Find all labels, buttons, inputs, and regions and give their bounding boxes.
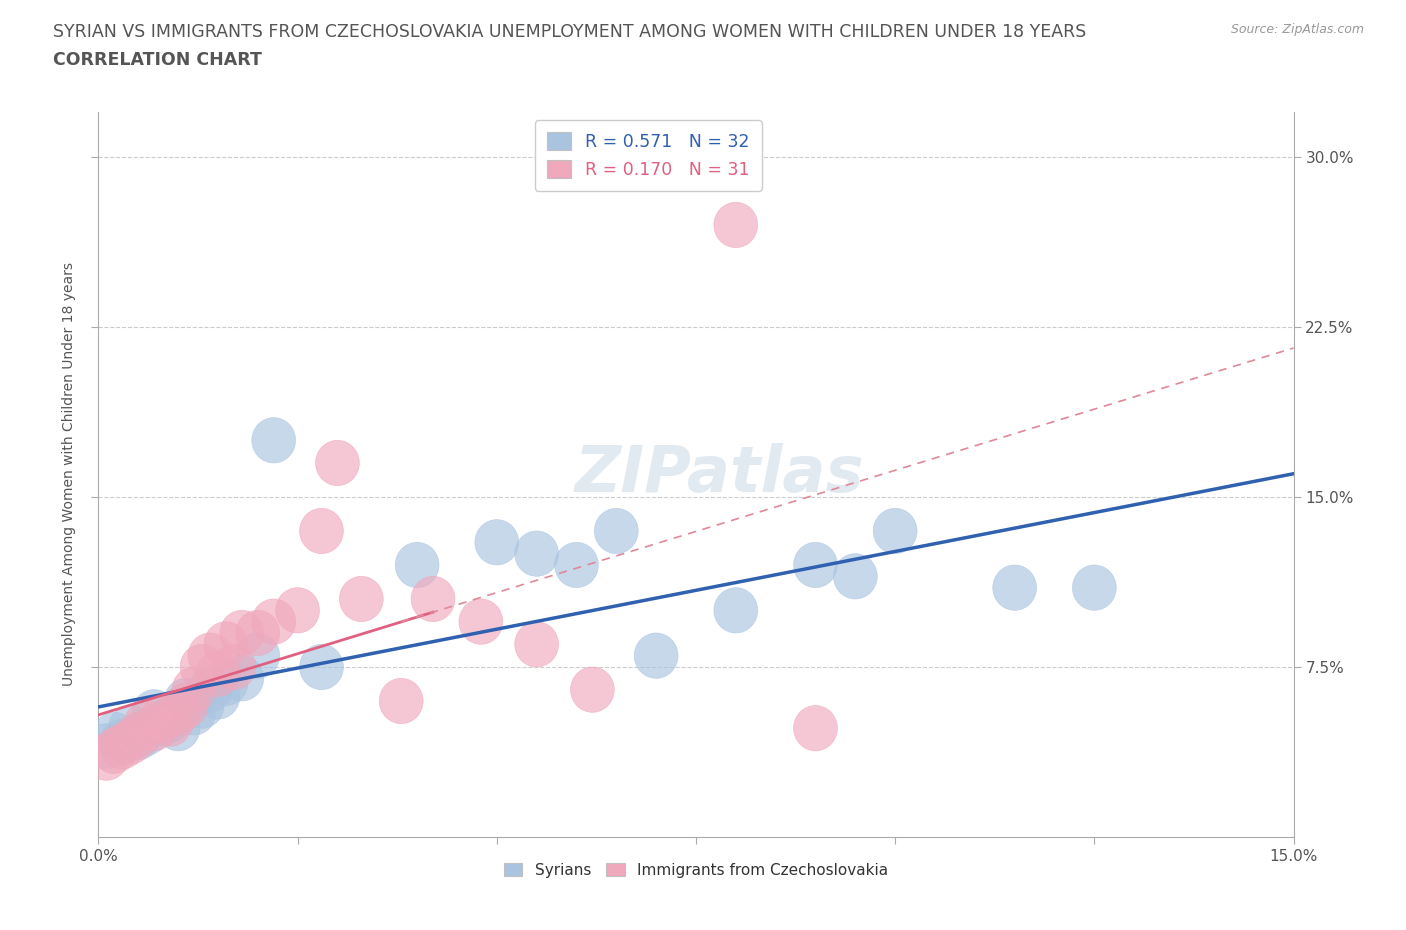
Ellipse shape — [93, 712, 136, 758]
Ellipse shape — [100, 724, 145, 769]
Ellipse shape — [212, 644, 256, 690]
Ellipse shape — [141, 697, 184, 742]
Ellipse shape — [195, 674, 240, 719]
Ellipse shape — [100, 719, 145, 764]
Ellipse shape — [634, 633, 678, 678]
Ellipse shape — [156, 690, 200, 735]
Ellipse shape — [117, 714, 160, 760]
Text: SYRIAN VS IMMIGRANTS FROM CZECHOSLOVAKIA UNEMPLOYMENT AMONG WOMEN WITH CHILDREN : SYRIAN VS IMMIGRANTS FROM CZECHOSLOVAKIA… — [53, 23, 1087, 41]
Ellipse shape — [93, 728, 136, 774]
Ellipse shape — [793, 706, 838, 751]
Ellipse shape — [873, 509, 917, 553]
Ellipse shape — [571, 667, 614, 712]
Ellipse shape — [395, 542, 439, 588]
Ellipse shape — [515, 531, 558, 577]
Ellipse shape — [132, 706, 176, 751]
Ellipse shape — [252, 418, 295, 463]
Ellipse shape — [380, 678, 423, 724]
Ellipse shape — [595, 509, 638, 553]
Ellipse shape — [315, 440, 360, 485]
Text: CORRELATION CHART: CORRELATION CHART — [53, 51, 263, 69]
Ellipse shape — [299, 644, 343, 690]
Ellipse shape — [108, 706, 152, 751]
Ellipse shape — [993, 565, 1036, 610]
Ellipse shape — [252, 599, 295, 644]
Ellipse shape — [180, 683, 224, 728]
Ellipse shape — [156, 706, 200, 751]
Ellipse shape — [204, 660, 247, 706]
Ellipse shape — [219, 610, 264, 656]
Ellipse shape — [1073, 565, 1116, 610]
Ellipse shape — [108, 719, 152, 764]
Legend: Syrians, Immigrants from Czechoslovakia: Syrians, Immigrants from Czechoslovakia — [498, 857, 894, 884]
Ellipse shape — [219, 656, 264, 701]
Ellipse shape — [188, 633, 232, 678]
Ellipse shape — [172, 690, 217, 735]
Ellipse shape — [117, 712, 160, 758]
Ellipse shape — [124, 701, 169, 747]
Ellipse shape — [276, 588, 319, 633]
Ellipse shape — [236, 610, 280, 656]
Ellipse shape — [299, 509, 343, 553]
Ellipse shape — [793, 542, 838, 588]
Ellipse shape — [124, 711, 169, 755]
Ellipse shape — [195, 651, 240, 697]
Ellipse shape — [204, 621, 247, 667]
Ellipse shape — [458, 599, 503, 644]
Ellipse shape — [84, 735, 128, 780]
Ellipse shape — [165, 683, 208, 728]
Ellipse shape — [148, 701, 193, 747]
Ellipse shape — [165, 678, 208, 724]
Y-axis label: Unemployment Among Women with Children Under 18 years: Unemployment Among Women with Children U… — [62, 262, 76, 686]
Ellipse shape — [180, 644, 224, 690]
Ellipse shape — [834, 553, 877, 599]
Ellipse shape — [411, 577, 456, 621]
Ellipse shape — [141, 701, 184, 747]
Text: ZIPatlas: ZIPatlas — [575, 444, 865, 505]
Ellipse shape — [84, 724, 128, 769]
Ellipse shape — [148, 697, 193, 742]
Ellipse shape — [714, 588, 758, 633]
Ellipse shape — [188, 667, 232, 712]
Ellipse shape — [554, 542, 599, 588]
Ellipse shape — [714, 202, 758, 247]
Text: Source: ZipAtlas.com: Source: ZipAtlas.com — [1230, 23, 1364, 36]
Ellipse shape — [339, 577, 384, 621]
Ellipse shape — [236, 633, 280, 678]
Ellipse shape — [475, 520, 519, 565]
Ellipse shape — [172, 667, 217, 712]
Ellipse shape — [132, 690, 176, 735]
Ellipse shape — [515, 621, 558, 667]
